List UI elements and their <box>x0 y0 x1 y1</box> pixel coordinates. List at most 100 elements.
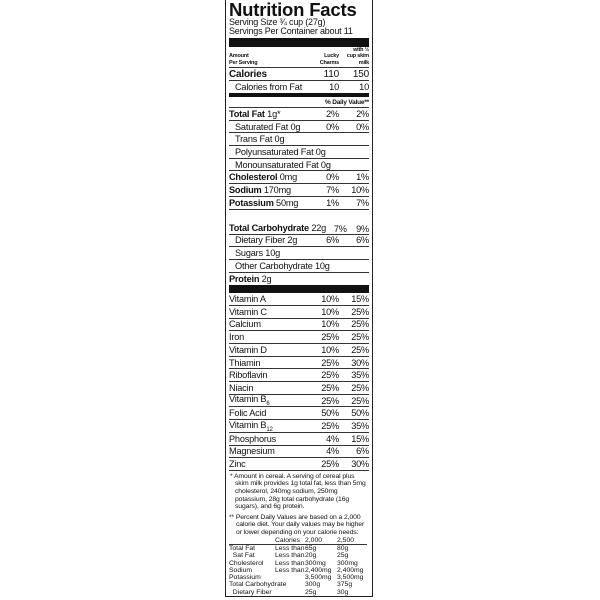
column-header: Amount Per Serving Lucky Charms with ½ cup … <box>229 47 369 68</box>
nutrient-row: Protein 2g <box>229 273 369 286</box>
percent-daily-value: 25% <box>321 395 339 406</box>
vitamin-name: Iron <box>229 332 245 343</box>
percent-daily-value: 15% <box>351 433 369 444</box>
thick-divider <box>229 38 369 47</box>
vitamin-name: Vitamin D <box>229 344 267 355</box>
vitamin-row: Vitamin B6 25% 25% <box>229 394 369 408</box>
daily-value-table-cell <box>229 537 275 544</box>
percent-daily-value: 25% <box>351 319 369 330</box>
nutrient-row: Total Carbohydrate 22g 7% 9% <box>229 210 369 235</box>
nutrient-row: Sodium 170mg 7% 10% <box>229 184 369 197</box>
nutrient-name: Total Carbohydrate 22g <box>229 222 327 233</box>
vitamin-name: Vitamin C <box>229 306 267 317</box>
vitamin-name: Magnesium <box>229 446 275 457</box>
nutrient-name: Polyunsaturated Fat 0g <box>235 146 326 157</box>
daily-value-table-cell: 25g <box>337 552 349 560</box>
daily-value-table-cell: 3,500mg <box>305 574 332 582</box>
calories-from-fat-value: 10 <box>359 82 369 92</box>
percent-daily-value: 0% <box>356 121 369 132</box>
percent-daily-value: 6% <box>326 235 339 246</box>
percent-daily-value: 30% <box>351 459 369 470</box>
percent-daily-value: 25% <box>321 357 339 368</box>
vitamin-row: Vitamin C 10% 25% <box>229 306 369 319</box>
percent-daily-value: 9% <box>356 223 369 234</box>
percent-daily-value: 25% <box>351 395 369 406</box>
daily-value-table-cell: Total Fat <box>229 543 275 552</box>
nutrient-row: Trans Fat 0g <box>229 133 369 147</box>
nutrient-name: Total Fat 1g* <box>229 108 281 119</box>
vitamin-row: Thiamin 25% 30% <box>229 357 369 370</box>
vitamin-name: Vitamin B6 <box>229 394 270 408</box>
col2-label: milk <box>358 59 369 66</box>
vitamin-row: Magnesium 4% 6% <box>229 446 369 459</box>
percent-daily-value: 25% <box>351 382 369 393</box>
vitamin-row: Vitamin D 10% 25% <box>229 344 369 357</box>
percent-daily-value: 2% <box>356 108 369 119</box>
daily-value-table-cell <box>275 574 305 581</box>
daily-value-table-cell: Dietary Fiber <box>229 588 272 596</box>
daily-value-table-cell: 2,000 <box>305 536 323 544</box>
daily-value-table-cell: 2,400mg <box>305 566 332 574</box>
calories-row: Calories 110 150 <box>229 68 369 81</box>
nutrient-row: Cholesterol 0mg 0% 1% <box>229 171 369 185</box>
daily-value-table-cell: 65g <box>305 543 337 552</box>
calories-value: 150 <box>352 68 369 80</box>
nutrient-row: Saturated Fat 0g 0% 0% <box>229 121 369 134</box>
nutrition-facts-label: Nutrition Facts Serving Size ¾ cup (27g)… <box>225 0 373 597</box>
calories-value: 110 <box>323 68 340 80</box>
percent-daily-value: 25% <box>321 459 339 470</box>
nutrient-name: Protein 2g <box>229 273 272 284</box>
col1-label: Charms <box>319 59 339 66</box>
nutrient-row: Polyunsaturated Fat 0g <box>229 146 369 159</box>
percent-daily-value: 50% <box>321 408 339 419</box>
label-title: Nutrition Facts <box>229 0 357 20</box>
percent-daily-value: 10% <box>321 344 339 355</box>
vitamin-name: Riboflavin <box>229 370 268 381</box>
footnote-amount-in-cereal: * Amount in cereal. A serving of cereal … <box>230 472 366 511</box>
nutrient-name: Trans Fat 0g <box>235 134 285 145</box>
nutrient-row: Potassium 50mg 1% 7% <box>229 197 369 210</box>
nutrient-row: Sugars 10g <box>229 247 369 260</box>
vitamin-row: Zinc 25% 30% <box>229 458 369 471</box>
nutrient-row: Other Carbohydrate 10g <box>229 260 369 273</box>
daily-value-table-cell: Cholesterol <box>229 559 264 567</box>
amount-label: Amount <box>229 53 249 59</box>
daily-value-table-cell: Less than <box>275 559 305 567</box>
percent-daily-value: 35% <box>351 370 369 381</box>
col2-label: with ½ <box>353 46 369 53</box>
nutrient-name: Monounsaturated Fat 0g <box>235 159 331 170</box>
daily-value-table-cell: 80g <box>337 543 367 552</box>
percent-daily-value: 7% <box>326 184 339 195</box>
percent-daily-value: 25% <box>321 382 339 393</box>
percent-daily-value: 10% <box>351 184 369 195</box>
daily-value-table-cell: 300mg <box>305 559 326 567</box>
daily-value-table-cell: Total Carbohydrate <box>229 581 287 589</box>
vitamin-name: Niacin <box>229 382 254 393</box>
nutrient-name: Sodium 170mg <box>229 184 291 195</box>
percent-daily-value: 25% <box>351 332 369 343</box>
medium-divider <box>229 93 369 97</box>
vitamin-name: Calcium <box>229 319 261 330</box>
percent-daily-value: 4% <box>326 433 339 444</box>
nutrient-name: Other Carbohydrate 10g <box>235 260 330 271</box>
nutrient-name: Cholesterol 0mg <box>229 172 297 183</box>
vitamin-row: Calcium 10% 25% <box>229 319 369 332</box>
col1-label: Lucky <box>324 53 339 59</box>
percent-daily-value: 0% <box>326 172 339 183</box>
percent-daily-value: 4% <box>326 446 339 457</box>
percent-daily-value: 6% <box>356 446 369 457</box>
percent-daily-value: 25% <box>321 370 339 381</box>
daily-value-table-cell: Sat Fat <box>229 552 255 560</box>
percent-daily-value: 25% <box>351 344 369 355</box>
vitamin-row: Iron 25% 25% <box>229 331 369 344</box>
vitamin-row: Phosphorus 4% 15% <box>229 433 369 446</box>
vitamin-list: Vitamin A 10% 15% Vitamin C 10% 25% Calcium 10%… <box>229 293 369 471</box>
nutrient-name: Dietary Fiber 2g <box>235 235 298 246</box>
daily-value-table-cell: Less than <box>275 566 305 574</box>
vitamin-name: Zinc <box>229 459 246 470</box>
percent-daily-value: 10% <box>321 294 339 305</box>
nutrient-row: Monounsaturated Fat 0g <box>229 159 369 172</box>
daily-value-table-cell: Less than <box>275 552 305 560</box>
serving-size: Serving Size ¾ cup (27g) <box>229 17 326 27</box>
thick-divider <box>229 285 369 294</box>
